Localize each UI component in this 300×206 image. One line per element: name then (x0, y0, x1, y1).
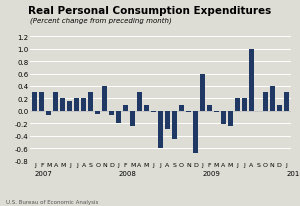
Bar (144, 105, 149, 111)
Bar (186, 111, 191, 112)
Bar (179, 105, 184, 111)
Text: 2007: 2007 (35, 170, 53, 176)
Bar (172, 111, 177, 139)
Bar (81, 99, 86, 111)
Bar (249, 49, 254, 111)
Bar (109, 111, 114, 116)
Bar (116, 111, 121, 124)
Text: 2009: 2009 (202, 170, 220, 176)
Bar (165, 111, 170, 130)
Text: U.S. Bureau of Economic Analysis: U.S. Bureau of Economic Analysis (6, 199, 98, 204)
Bar (263, 93, 268, 111)
Bar (151, 111, 156, 112)
Bar (242, 99, 247, 111)
Bar (60, 99, 65, 111)
Text: 2010: 2010 (286, 170, 300, 176)
Bar (123, 105, 128, 111)
Bar (235, 99, 240, 111)
Bar (221, 111, 226, 125)
Bar (67, 102, 72, 111)
Bar (207, 105, 212, 111)
Bar (137, 93, 142, 111)
Bar (95, 111, 100, 114)
Bar (130, 111, 135, 127)
Bar (53, 93, 58, 111)
Bar (102, 87, 107, 111)
Bar (158, 111, 163, 148)
Bar (39, 93, 44, 111)
Text: Real Personal Consumption Expenditures: Real Personal Consumption Expenditures (28, 6, 272, 16)
Bar (32, 93, 38, 111)
Bar (88, 93, 93, 111)
Text: 2008: 2008 (118, 170, 136, 176)
Bar (284, 93, 289, 111)
Bar (46, 111, 51, 116)
Bar (214, 111, 219, 112)
Bar (270, 87, 275, 111)
Text: (Percent change from preceding month): (Percent change from preceding month) (30, 18, 172, 24)
Bar (228, 111, 233, 127)
Bar (277, 105, 282, 111)
Bar (74, 99, 79, 111)
Bar (193, 111, 198, 153)
Bar (200, 74, 205, 111)
